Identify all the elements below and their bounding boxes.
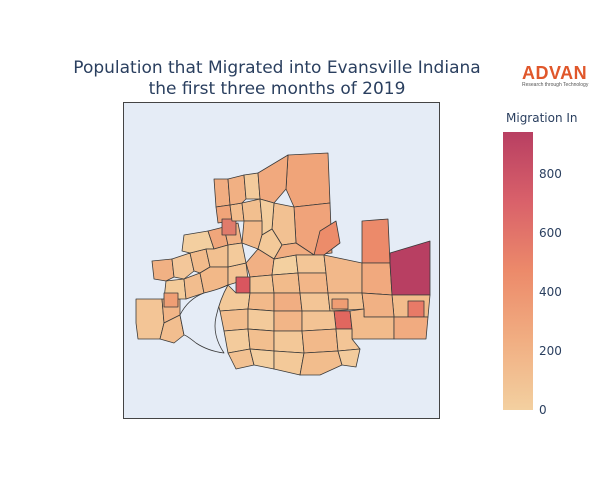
region[interactable] [249, 274, 275, 294]
region[interactable] [241, 198, 263, 222]
region[interactable] [213, 178, 231, 208]
region[interactable] [151, 258, 175, 282]
region[interactable] [301, 310, 337, 332]
region[interactable] [221, 218, 237, 236]
region[interactable] [323, 254, 363, 294]
map-title: Population that Migrated into Evansville… [0, 58, 554, 100]
region[interactable] [227, 174, 247, 206]
colorbar-tick: 200 [539, 344, 562, 358]
region[interactable] [361, 218, 391, 264]
region[interactable] [227, 242, 247, 268]
map-title-line-1: Population that Migrated into Evansville… [73, 58, 481, 78]
region[interactable] [285, 152, 331, 208]
map-area[interactable] [123, 102, 440, 419]
region[interactable] [389, 240, 431, 296]
region[interactable] [407, 300, 425, 318]
region[interactable] [135, 298, 165, 340]
region[interactable] [299, 292, 331, 312]
region[interactable] [273, 350, 305, 376]
colorbar-tick: 0 [539, 403, 547, 417]
region[interactable] [301, 328, 339, 354]
region[interactable] [337, 348, 361, 368]
region[interactable] [257, 154, 289, 204]
colorbar-tick: 600 [539, 226, 562, 240]
colorbar-title: Migration In [506, 111, 578, 125]
region[interactable] [361, 292, 395, 318]
region[interactable] [247, 292, 275, 312]
region[interactable] [235, 276, 251, 294]
region[interactable] [249, 348, 275, 370]
region[interactable] [297, 272, 329, 294]
region[interactable] [273, 292, 303, 312]
river-bay [179, 284, 229, 354]
region[interactable] [361, 262, 393, 296]
region[interactable] [335, 328, 361, 352]
colorbar-tick: 800 [539, 167, 562, 181]
region[interactable] [243, 172, 261, 200]
logo-wordmark: ADVAN [522, 63, 588, 83]
region[interactable] [331, 298, 349, 310]
region[interactable] [295, 254, 327, 274]
region[interactable] [273, 310, 303, 332]
region[interactable] [247, 328, 275, 352]
region[interactable] [333, 310, 353, 330]
colorbar-tick: 400 [539, 285, 562, 299]
choropleth-map[interactable] [124, 103, 439, 418]
region[interactable] [227, 348, 255, 370]
region[interactable] [219, 308, 249, 332]
region[interactable] [313, 220, 341, 256]
region[interactable] [273, 330, 305, 354]
region[interactable] [299, 350, 343, 376]
region[interactable] [393, 316, 429, 340]
region[interactable] [271, 272, 301, 294]
region[interactable] [171, 252, 195, 280]
region[interactable] [163, 292, 179, 308]
map-title-line-2: the first three months of 2019 [148, 79, 406, 99]
advan-logo: ADVAN Research through Technology [522, 64, 594, 90]
colorbar [503, 132, 533, 410]
logo-tagline: Research through Technology [522, 82, 589, 88]
region[interactable] [247, 308, 275, 332]
